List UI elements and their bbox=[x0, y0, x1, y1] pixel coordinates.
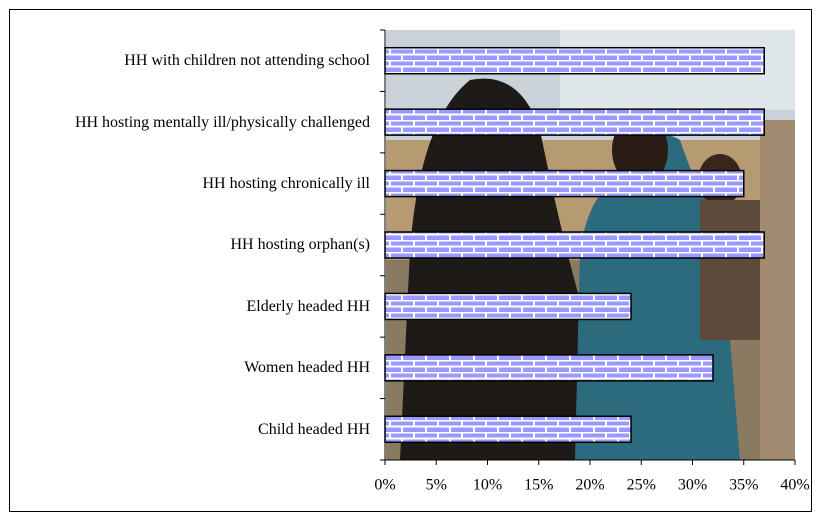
x-tick-label: 10% bbox=[473, 477, 502, 494]
bar bbox=[384, 169, 745, 198]
y-tick-label: HH hosting mentally ill/physically chall… bbox=[74, 113, 370, 131]
y-tick-label-wrap: Elderly headed HH bbox=[20, 276, 370, 337]
y-tick-label-box: Elderly headed HH bbox=[20, 276, 370, 337]
bar bbox=[384, 415, 632, 444]
y-tick-label-wrap: HH hosting mentally ill/physically chall… bbox=[20, 91, 370, 152]
bar bbox=[384, 46, 765, 75]
y-tick-label-wrap: HH with children not attending school bbox=[20, 30, 370, 91]
x-tick-label: 0% bbox=[374, 477, 395, 494]
y-tick-label: Women headed HH bbox=[244, 359, 370, 377]
x-tick-label: 35% bbox=[729, 477, 758, 494]
y-tick-label-box: HH hosting mentally ill/physically chall… bbox=[20, 91, 370, 152]
y-tick-label-box: Women headed HH bbox=[20, 337, 370, 398]
bar bbox=[384, 354, 714, 382]
y-tick-label-box: HH with children not attending school bbox=[20, 30, 370, 91]
y-tick-label-box: HH hosting chronically ill bbox=[20, 153, 370, 214]
y-tick-label-wrap: HH hosting orphan(s) bbox=[20, 214, 370, 275]
y-tick-label: Child headed HH bbox=[258, 420, 370, 438]
y-tick-label: HH hosting orphan(s) bbox=[230, 236, 370, 254]
x-tick-label: 20% bbox=[575, 477, 604, 494]
bar bbox=[384, 231, 765, 259]
y-tick-label: HH hosting chronically ill bbox=[202, 175, 370, 193]
y-tick-label: Elderly headed HH bbox=[246, 297, 370, 315]
y-tick-label-wrap: Child headed HH bbox=[20, 399, 370, 460]
x-tick-label: 15% bbox=[524, 477, 553, 494]
x-tick-label: 5% bbox=[426, 477, 447, 494]
y-tick-label-box: HH hosting orphan(s) bbox=[20, 214, 370, 275]
y-tick-label-box: Child headed HH bbox=[20, 399, 370, 460]
y-tick-label: HH with children not attending school bbox=[124, 52, 370, 70]
x-tick-label: 25% bbox=[627, 477, 656, 494]
x-tick-label: 40% bbox=[780, 477, 809, 494]
y-tick-label-wrap: HH hosting chronically ill bbox=[20, 153, 370, 214]
x-tick-label: 30% bbox=[678, 477, 707, 494]
bar bbox=[384, 108, 765, 136]
bar bbox=[384, 292, 632, 321]
y-tick-label-wrap: Women headed HH bbox=[20, 337, 370, 398]
